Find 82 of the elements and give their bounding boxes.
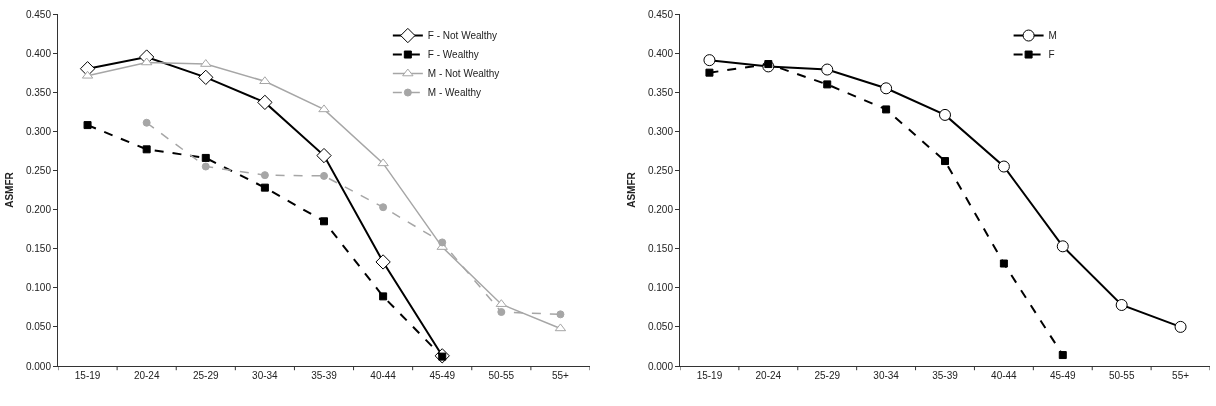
point xyxy=(1174,320,1187,333)
point xyxy=(823,80,832,89)
x-tick-label: 40-44 xyxy=(991,370,1018,381)
point xyxy=(375,254,391,270)
x-tick-label: 20-24 xyxy=(133,370,160,381)
y-tick-label: 0.450 xyxy=(647,8,674,20)
x-tick-label: 25-29 xyxy=(192,370,220,381)
legend-label: M xyxy=(1048,30,1057,42)
y-tick-label: 0.250 xyxy=(647,164,674,176)
y-tick-label: 0.200 xyxy=(25,204,52,216)
point xyxy=(83,121,92,130)
point xyxy=(379,292,388,301)
x-tick-label: 55+ xyxy=(551,370,570,381)
y-tick-label: 0.150 xyxy=(25,243,52,255)
y-tick-label: 0.350 xyxy=(647,86,674,98)
x-tick-label: 50-55 xyxy=(488,370,515,381)
point xyxy=(142,118,151,127)
point xyxy=(882,105,891,114)
point xyxy=(198,69,214,86)
x-tick-label: 30-34 xyxy=(873,370,900,381)
point xyxy=(260,183,269,192)
y-tick-label: 0.150 xyxy=(647,243,674,255)
legend-label: F - Wealthy xyxy=(427,49,479,61)
x-tick-label: 15-19 xyxy=(696,370,723,381)
point xyxy=(997,160,1010,173)
y-tick-label: 0.250 xyxy=(25,164,52,176)
x-tick-label: 25-29 xyxy=(814,370,841,381)
point xyxy=(257,94,273,111)
y-tick-label: 0.400 xyxy=(647,47,674,59)
x-tick-label: 35-39 xyxy=(311,370,338,381)
x-tick-label: 50-55 xyxy=(1108,370,1135,381)
y-axis-title: ASMFR xyxy=(625,171,637,208)
y-tick-label: 0.000 xyxy=(647,360,674,372)
point xyxy=(201,162,210,171)
point xyxy=(320,217,328,226)
point xyxy=(999,259,1008,268)
point xyxy=(377,158,389,167)
point xyxy=(318,104,330,113)
y-tick-label: 0.050 xyxy=(647,321,674,333)
point xyxy=(880,82,893,95)
point xyxy=(438,238,447,247)
x-tick-label: 45-49 xyxy=(429,370,456,381)
y-axis-title: ASMFR xyxy=(3,171,15,208)
legend-label: F xyxy=(1048,49,1055,61)
point xyxy=(201,153,210,162)
y-tick-label: 0.400 xyxy=(25,47,52,59)
legend-label: M - Not Wealthy xyxy=(427,68,500,80)
legend-label: M - Wealthy xyxy=(427,87,482,99)
y-tick-label: 0.350 xyxy=(25,86,52,98)
point xyxy=(260,171,269,180)
x-tick-label: 15-19 xyxy=(74,370,101,381)
point xyxy=(941,157,949,166)
point xyxy=(939,108,951,121)
point xyxy=(821,63,834,76)
point xyxy=(703,54,716,67)
x-tick-label: 40-44 xyxy=(370,370,397,381)
x-tick-label: 55+ xyxy=(1172,370,1190,381)
x-tick-label: 20-24 xyxy=(755,370,782,381)
point xyxy=(259,76,271,85)
y-tick-label: 0.200 xyxy=(647,204,674,216)
point xyxy=(320,171,328,180)
point xyxy=(764,60,773,69)
point xyxy=(556,310,565,319)
y-tick-label: 0.300 xyxy=(25,125,52,137)
y-tick-label: 0.000 xyxy=(25,360,52,372)
point xyxy=(1056,240,1069,253)
y-tick-label: 0.100 xyxy=(25,282,52,294)
y-tick-label: 0.450 xyxy=(25,8,52,20)
point xyxy=(316,147,332,164)
x-tick-label: 45-49 xyxy=(1049,370,1077,381)
point xyxy=(142,145,151,154)
y-tick-label: 0.300 xyxy=(647,125,674,137)
point xyxy=(497,308,506,317)
legend-label: F - Not Wealthy xyxy=(427,30,498,42)
point xyxy=(379,203,388,212)
y-tick-label: 0.050 xyxy=(25,321,52,333)
y-tick-label: 0.100 xyxy=(647,282,674,294)
x-tick-label: 35-39 xyxy=(932,370,959,381)
point xyxy=(705,68,714,77)
x-tick-label: 30-34 xyxy=(252,370,279,381)
point xyxy=(1058,351,1067,360)
point xyxy=(1115,298,1128,311)
